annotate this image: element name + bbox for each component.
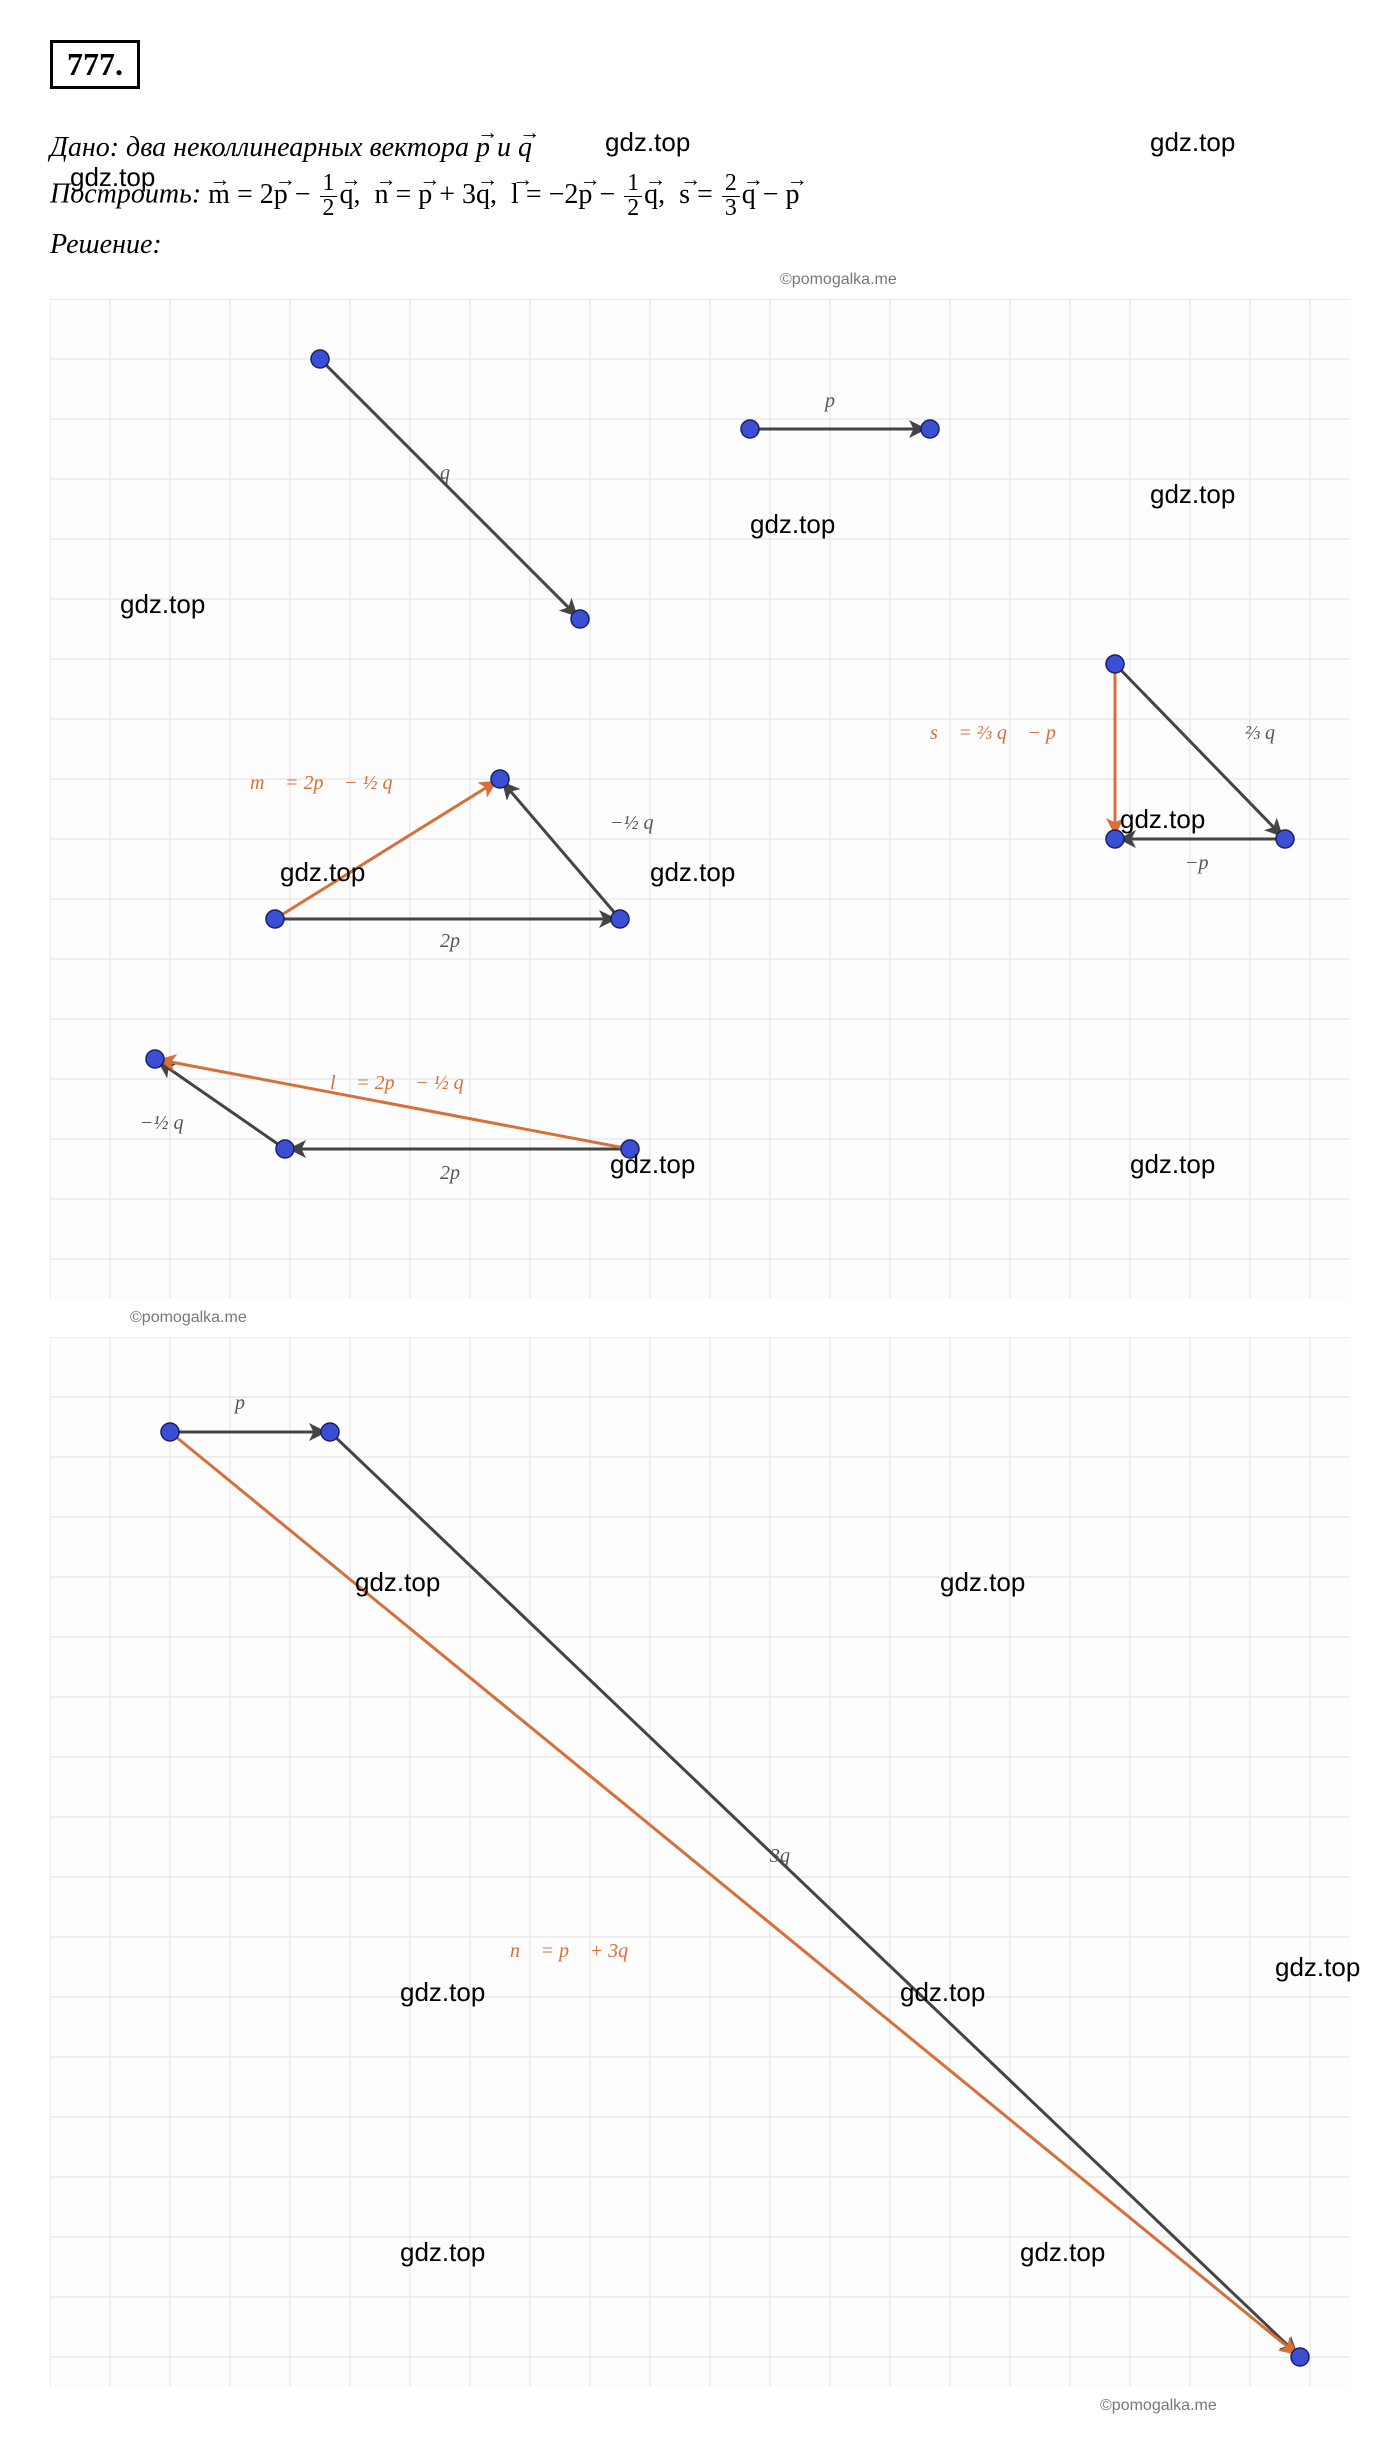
vector-label: l⃗ = 2p⃗ − ½ q⃗ [330, 1072, 479, 1094]
point [1106, 830, 1124, 848]
point [146, 1050, 164, 1068]
point [741, 420, 759, 438]
formula-m: m = 2p − 12q, [208, 179, 367, 210]
solution-label: Решение [50, 229, 152, 260]
problem-number: 777. [50, 40, 140, 89]
point [266, 910, 284, 928]
solution-label-line: Решение: [50, 229, 1350, 261]
vector-label: 2p⃗ [440, 930, 476, 952]
vector-label: −½ q⃗ [610, 812, 669, 834]
formula-n: n = p + 3q, [367, 179, 504, 210]
point [611, 910, 629, 928]
vector-label: p⃗ [233, 1392, 261, 1414]
vector-label: ⅔ q⃗ [1245, 722, 1291, 744]
given-text: : два неколлинеарных вектора p и q [110, 132, 532, 163]
build-label: Построить [50, 179, 192, 210]
copyright-top: ©pomogalka.me [780, 271, 1350, 289]
vector-label: 2p⃗ [440, 1162, 476, 1184]
point [276, 1140, 294, 1158]
build-line: Построить: m = 2p − 12q, n = p + 3q, l =… [50, 172, 1350, 221]
vector-label: q⃗ [440, 462, 466, 484]
diagram-2: p⃗ 3q⃗ n⃗ = p⃗ + 3q⃗ [50, 1337, 1350, 2387]
point [491, 770, 509, 788]
vector-label: m⃗ = 2p⃗ − ½ q⃗ [250, 772, 408, 794]
vector-label: s⃗ = ⅔ q⃗ − p⃗ [930, 722, 1071, 744]
point [621, 1140, 639, 1158]
point [161, 1423, 179, 1441]
copyright-mid: ©pomogalka.me [130, 1309, 1350, 1327]
given-label: Дано [50, 132, 110, 163]
vector-label: 3q⃗ [769, 1845, 806, 1867]
vector-label: −p⃗ [1185, 852, 1224, 874]
point [571, 610, 589, 628]
vector-label: p⃗ [823, 390, 851, 412]
copyright-bottom: ©pomogalka.me [1100, 2397, 1350, 2415]
point [321, 1423, 339, 1441]
formula-l: l = −2p − 12q, [504, 179, 672, 210]
point [1106, 655, 1124, 673]
point [1276, 830, 1294, 848]
vector-label: n⃗ = p⃗ + 3q⃗ [510, 1940, 644, 1962]
point [311, 350, 329, 368]
diagram-2-wrap: p⃗3q⃗n⃗ = p⃗ + 3q⃗ gdz.topgdz.topgdz.top… [50, 1337, 1350, 2387]
given-line: Дано: два неколлинеарных вектора p и q [50, 132, 1350, 164]
vector-label: −½ q⃗ [140, 1112, 199, 1134]
diagram-1-wrap: q⃗ p⃗ 2p⃗ −½ q⃗ m⃗ = 2p⃗ − ½ q⃗ ⅔ q⃗ −p⃗ s⃗ = ⅔… [50, 299, 1350, 1299]
formula-s: s = 23q − p [672, 179, 799, 210]
diagram-1: q⃗ p⃗ 2p⃗ −½ q⃗ m⃗ = 2p⃗ − ½ q⃗ ⅔ q⃗ −p⃗ s⃗ = ⅔… [50, 299, 1350, 1299]
point [1291, 2348, 1309, 2366]
point [921, 420, 939, 438]
